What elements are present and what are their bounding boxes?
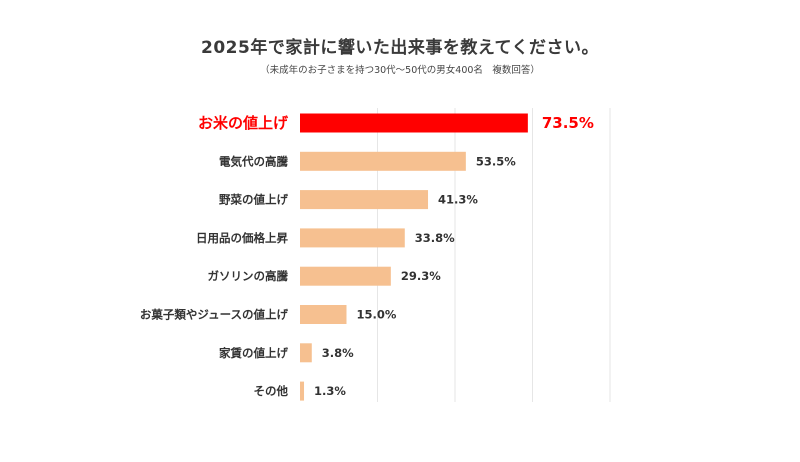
chart-title: 2025年で家計に響いた出来事を教えてください。: [201, 38, 599, 58]
category-label-1: お米の値上げ: [198, 114, 289, 132]
value-label-5: 29.3%: [401, 269, 441, 283]
value-label-1: 73.5%: [542, 114, 594, 132]
value-label-6: 15.0%: [357, 308, 397, 322]
category-label-2: 電気代の高騰: [219, 154, 288, 168]
category-label-8: その他: [254, 384, 289, 398]
chart-subtitle: （未成年のお子さまを持つ30代〜50代の男女400名 複数回答）: [260, 65, 540, 76]
bar-4: [300, 228, 405, 248]
bar-7: [300, 343, 312, 363]
category-label-7: 家賃の値上げ: [219, 346, 288, 360]
bar-3: [300, 190, 429, 210]
value-label-8: 1.3%: [314, 384, 346, 398]
category-label-4: 日用品の価格上昇: [196, 231, 288, 245]
bar-2: [300, 151, 466, 171]
category-label-5: ガソリンの高騰: [208, 269, 289, 283]
bar-5: [300, 266, 391, 286]
value-label-4: 33.8%: [415, 231, 455, 245]
category-label-3: 野菜の値上げ: [219, 193, 288, 207]
bar-6: [300, 305, 347, 324]
bar-1: [300, 113, 528, 133]
category-label-6: お菓子類やジュースの値上げ: [140, 308, 289, 322]
value-label-2: 53.5%: [476, 154, 516, 168]
value-label-7: 3.8%: [322, 346, 354, 360]
value-label-3: 41.3%: [438, 193, 478, 207]
bar-8: [300, 381, 305, 401]
